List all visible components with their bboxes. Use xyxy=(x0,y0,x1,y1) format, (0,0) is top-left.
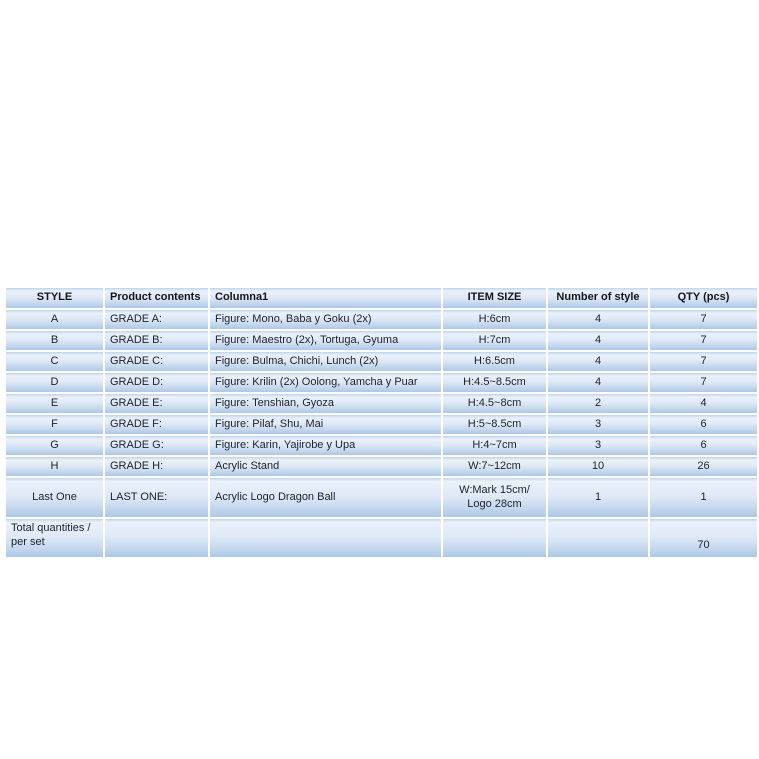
qty-cell: 4 xyxy=(650,394,757,413)
num-styles-cell: 1 xyxy=(548,478,648,517)
style-cell: E xyxy=(6,394,103,413)
contents-cell: GRADE B: xyxy=(105,331,208,350)
contents-cell: GRADE G: xyxy=(105,436,208,455)
total-label-cell: Total quantities / per set xyxy=(6,519,103,557)
columna1-cell: Figure: Mono, Baba y Goku (2x) xyxy=(210,310,441,329)
qty-cell: 7 xyxy=(650,310,757,329)
columna1-cell: Figure: Krilin (2x) Oolong, Yamcha y Pua… xyxy=(210,373,441,392)
qty-cell: 26 xyxy=(650,457,757,476)
style-cell: Last One xyxy=(6,478,103,517)
table-row-last-one: Last One LAST ONE: Acrylic Logo Dragon B… xyxy=(6,478,757,517)
empty-cell xyxy=(105,519,208,557)
num-styles-cell: 3 xyxy=(548,436,648,455)
style-cell: H xyxy=(6,457,103,476)
columna1-cell: Acrylic Stand xyxy=(210,457,441,476)
empty-cell xyxy=(548,519,648,557)
qty-cell: 7 xyxy=(650,352,757,371)
table-row-grade-c: C GRADE C: Figure: Bulma, Chichi, Lunch … xyxy=(6,352,757,371)
columna1-cell: Figure: Pilaf, Shu, Mai xyxy=(210,415,441,434)
header-item-size: ITEM SIZE xyxy=(443,288,546,308)
header-number-of-style: Number of style xyxy=(548,288,648,308)
contents-cell: GRADE H: xyxy=(105,457,208,476)
header-qty: QTY (pcs) xyxy=(650,288,757,308)
columna1-cell: Figure: Karin, Yajirobe y Upa xyxy=(210,436,441,455)
table-row-grade-d: D GRADE D: Figure: Krilin (2x) Oolong, Y… xyxy=(6,373,757,392)
table-row-grade-g: G GRADE G: Figure: Karin, Yajirobe y Upa… xyxy=(6,436,757,455)
columna1-cell: Figure: Maestro (2x), Tortuga, Gyuma xyxy=(210,331,441,350)
num-styles-cell: 10 xyxy=(548,457,648,476)
table-row-total: Total quantities / per set 70 xyxy=(6,519,757,557)
empty-cell xyxy=(443,519,546,557)
item-size-cell: H:4.5~8.5cm xyxy=(443,373,546,392)
table-header-row: STYLE Product contents Columna1 ITEM SIZ… xyxy=(6,288,757,308)
header-columna1: Columna1 xyxy=(210,288,441,308)
item-size-cell: H:4.5~8cm xyxy=(443,394,546,413)
contents-cell: GRADE F: xyxy=(105,415,208,434)
item-size-cell: H:6cm xyxy=(443,310,546,329)
style-cell: G xyxy=(6,436,103,455)
num-styles-cell: 4 xyxy=(548,352,648,371)
num-styles-cell: 3 xyxy=(548,415,648,434)
contents-cell: GRADE E: xyxy=(105,394,208,413)
table-row-grade-f: F GRADE F: Figure: Pilaf, Shu, Mai H:5~8… xyxy=(6,415,757,434)
style-cell: C xyxy=(6,352,103,371)
item-size-cell: W:7~12cm xyxy=(443,457,546,476)
item-size-cell: H:5~8.5cm xyxy=(443,415,546,434)
empty-cell xyxy=(210,519,441,557)
table-row-grade-h: H GRADE H: Acrylic Stand W:7~12cm 10 26 xyxy=(6,457,757,476)
style-cell: A xyxy=(6,310,103,329)
table-row-grade-a: A GRADE A: Figure: Mono, Baba y Goku (2x… xyxy=(6,310,757,329)
contents-cell: GRADE D: xyxy=(105,373,208,392)
item-size-cell: H:7cm xyxy=(443,331,546,350)
item-size-cell: H:6.5cm xyxy=(443,352,546,371)
header-product-contents: Product contents xyxy=(105,288,208,308)
num-styles-cell: 2 xyxy=(548,394,648,413)
qty-cell: 7 xyxy=(650,373,757,392)
contents-cell: LAST ONE: xyxy=(105,478,208,517)
contents-cell: GRADE C: xyxy=(105,352,208,371)
columna1-cell: Acrylic Logo Dragon Ball xyxy=(210,478,441,517)
style-cell: F xyxy=(6,415,103,434)
qty-cell: 7 xyxy=(650,331,757,350)
num-styles-cell: 4 xyxy=(548,331,648,350)
qty-cell: 6 xyxy=(650,436,757,455)
num-styles-cell: 4 xyxy=(548,373,648,392)
item-size-cell: W:Mark 15cm/ Logo 28cm xyxy=(443,478,546,517)
style-cell: D xyxy=(6,373,103,392)
qty-cell: 1 xyxy=(650,478,757,517)
total-qty-cell: 70 xyxy=(650,519,757,557)
table-row-grade-e: E GRADE E: Figure: Tenshian, Gyoza H:4.5… xyxy=(6,394,757,413)
product-table: STYLE Product contents Columna1 ITEM SIZ… xyxy=(6,288,757,559)
header-style: STYLE xyxy=(6,288,103,308)
qty-cell: 6 xyxy=(650,415,757,434)
table-row-grade-b: B GRADE B: Figure: Maestro (2x), Tortuga… xyxy=(6,331,757,350)
item-size-cell: H:4~7cm xyxy=(443,436,546,455)
num-styles-cell: 4 xyxy=(548,310,648,329)
columna1-cell: Figure: Bulma, Chichi, Lunch (2x) xyxy=(210,352,441,371)
style-cell: B xyxy=(6,331,103,350)
columna1-cell: Figure: Tenshian, Gyoza xyxy=(210,394,441,413)
contents-cell: GRADE A: xyxy=(105,310,208,329)
